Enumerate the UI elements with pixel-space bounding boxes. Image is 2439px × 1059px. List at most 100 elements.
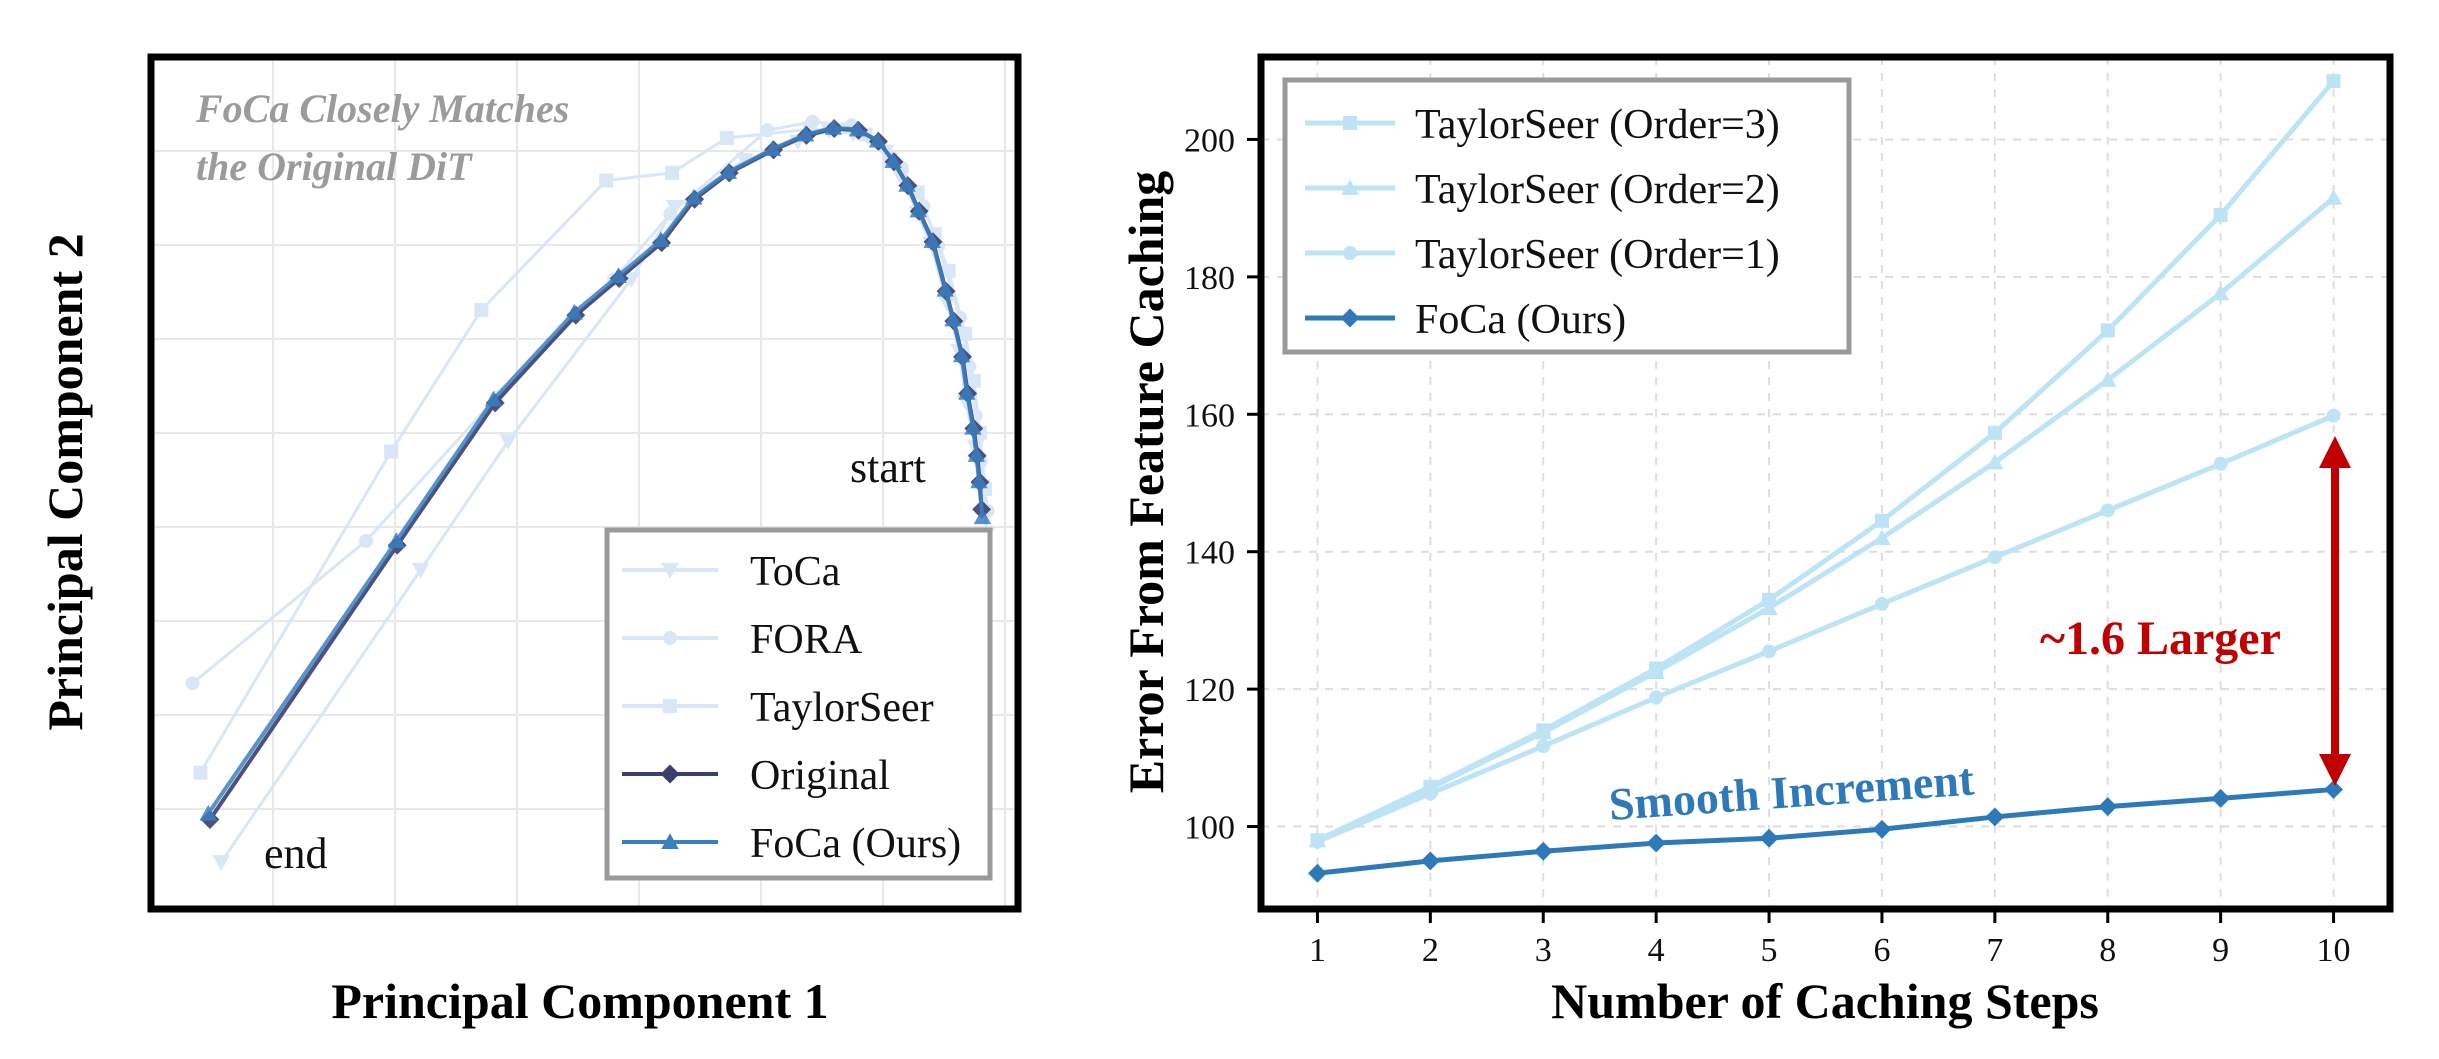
data-point-taylorseer-order-1 bbox=[1762, 644, 1777, 659]
right-x-axis-label: Number of Caching Steps bbox=[1551, 973, 2099, 1029]
data-point-taylorseer bbox=[966, 373, 981, 388]
data-point-taylorseer-order-1 bbox=[1423, 786, 1438, 801]
data-point-foca-ours bbox=[884, 152, 902, 168]
legend-label: TaylorSeer (Order=1) bbox=[1415, 232, 1780, 278]
legend-item-taylorseer-order-1: TaylorSeer (Order=1) bbox=[1305, 232, 1780, 278]
data-point-taylorseer-order-2 bbox=[1873, 529, 1891, 545]
series-line-taylorseer-order-2 bbox=[1316, 195, 2336, 843]
data-point-toca bbox=[622, 272, 641, 289]
legend-item-taylorseer-order-2: TaylorSeer (Order=2) bbox=[1305, 167, 1780, 213]
data-point-foca-ours bbox=[719, 163, 738, 180]
data-point-fora bbox=[359, 533, 374, 548]
right-y-axis-label: Error From Feature Caching bbox=[1118, 171, 1174, 794]
data-point-foca-ours bbox=[952, 346, 971, 363]
x-tick-label: 2 bbox=[1422, 932, 1439, 969]
legend-marker bbox=[1341, 179, 1359, 195]
data-point-foca-ours bbox=[763, 140, 782, 157]
data-point-taylorseer-order-1 bbox=[1649, 690, 1664, 705]
data-point-foca-ours bbox=[944, 310, 962, 327]
data-point-foca-ours bbox=[936, 280, 954, 297]
legend-label: TaylorSeer bbox=[750, 685, 934, 731]
data-point-foca-ours bbox=[824, 118, 843, 135]
series-line-foca-ours bbox=[1317, 786, 2334, 876]
legend-item-foca-ours: FoCa (Ours) bbox=[622, 821, 961, 867]
legend-item-original: Original bbox=[622, 753, 890, 799]
data-point-foca-ours bbox=[684, 188, 703, 205]
right-legend-box bbox=[1282, 77, 1852, 355]
data-point-taylorseer-order-2 bbox=[1760, 599, 1778, 616]
data-point-foca-ours bbox=[909, 201, 928, 218]
data-point-taylorseer-order-1 bbox=[2100, 503, 2115, 518]
data-point-foca-ours bbox=[967, 446, 986, 462]
data-point-taylorseer-order-3 bbox=[2100, 323, 2115, 338]
data-point-foca-ours bbox=[1420, 851, 1440, 871]
data-point-foca-ours bbox=[1985, 807, 2005, 827]
data-point-foca-ours bbox=[973, 508, 992, 525]
legend-item-fora: FORA bbox=[622, 617, 863, 663]
data-point-taylorseer-order-3 bbox=[2326, 74, 2341, 89]
legend-item-taylorseer: TaylorSeer bbox=[622, 685, 934, 731]
x-tick-label: 6 bbox=[1873, 932, 1890, 969]
data-point-taylorseer bbox=[958, 326, 973, 341]
data-point-taylorseer-order-2 bbox=[2324, 189, 2343, 205]
legend-marker bbox=[663, 631, 677, 645]
data-point-taylorseer-order-2 bbox=[2099, 371, 2117, 387]
x-tick-label: 3 bbox=[1535, 932, 1552, 969]
y-tick-label: 140 bbox=[1184, 535, 1235, 572]
legend-marker bbox=[660, 764, 680, 784]
data-point-foca-ours bbox=[848, 120, 867, 137]
x-tick-label: 10 bbox=[2317, 932, 2351, 969]
legend-marker bbox=[663, 699, 677, 713]
data-point-foca-ours bbox=[796, 125, 815, 142]
data-point-taylorseer bbox=[719, 130, 734, 145]
legend-item-toca: ToCa bbox=[622, 549, 841, 595]
data-point-taylorseer-order-1 bbox=[1874, 596, 1889, 611]
smooth-increment-annotation: Smooth Increment bbox=[1607, 754, 1976, 830]
left-y-axis-label: Principal Component 2 bbox=[37, 233, 93, 730]
data-point-foca-ours bbox=[2211, 788, 2231, 808]
data-point-taylorseer bbox=[193, 765, 208, 780]
data-point-toca bbox=[736, 153, 754, 169]
data-point-taylorseer-order-2 bbox=[2211, 284, 2230, 301]
left-chart-pca-trajectory: FoCa Closely Matches the Original DiT st… bbox=[37, 53, 1022, 1029]
legend-label: TaylorSeer (Order=3) bbox=[1415, 102, 1780, 148]
data-point-taylorseer-order-2 bbox=[1534, 723, 1552, 740]
series-taylorseer-order-1 bbox=[1310, 408, 2341, 849]
series-line-taylorseer-order-1 bbox=[1316, 413, 2335, 844]
data-point-foca-ours bbox=[958, 383, 976, 400]
data-point-foca-ours bbox=[923, 232, 941, 249]
legend-marker bbox=[661, 833, 679, 849]
right-legend: TaylorSeer (Order=3) TaylorSeer (Order=2)… bbox=[1282, 77, 1852, 355]
x-tick-label: 7 bbox=[1986, 932, 2003, 969]
left-x-axis-label: Principal Component 1 bbox=[331, 973, 828, 1029]
legend-label: FoCa (Ours) bbox=[750, 821, 961, 867]
data-point-taylorseer bbox=[474, 303, 489, 318]
data-point-toca bbox=[665, 199, 684, 216]
legend-item-taylorseer-order-3: TaylorSeer (Order=3) bbox=[1305, 102, 1780, 148]
data-point-foca-ours bbox=[2324, 779, 2343, 799]
legend-marker bbox=[1343, 116, 1357, 130]
left-annotation: FoCa Closely Matches the Original DiT bbox=[195, 86, 569, 189]
legend-label: ToCa bbox=[750, 549, 841, 595]
data-point-foca-ours bbox=[484, 390, 503, 407]
series-foca-ours bbox=[199, 118, 992, 821]
x-tick-label: 9 bbox=[2212, 932, 2229, 969]
legend-marker bbox=[1340, 308, 1360, 328]
y-tick-label: 200 bbox=[1184, 122, 1235, 159]
right-plot-frame bbox=[1257, 53, 2394, 913]
data-point-taylorseer bbox=[665, 165, 680, 180]
left-plot-frame bbox=[147, 53, 1022, 913]
data-point-foca-ours bbox=[387, 532, 406, 548]
data-point-foca-ours bbox=[964, 418, 982, 435]
legend-marker bbox=[661, 563, 679, 579]
legend-item-foca-ours: FoCa (Ours) bbox=[1305, 297, 1626, 343]
data-point-foca-ours bbox=[1872, 819, 1892, 839]
y-tick-label: 180 bbox=[1184, 260, 1235, 297]
data-point-taylorseer-order-3 bbox=[1987, 425, 2002, 440]
data-point-taylorseer-order-1 bbox=[2326, 408, 2341, 423]
data-point-foca-ours bbox=[652, 231, 670, 248]
y-tick-label: 100 bbox=[1184, 810, 1235, 847]
data-point-foca-ours bbox=[970, 472, 988, 489]
legend-label: FORA bbox=[750, 617, 863, 663]
data-point-taylorseer-order-2 bbox=[1647, 663, 1665, 679]
